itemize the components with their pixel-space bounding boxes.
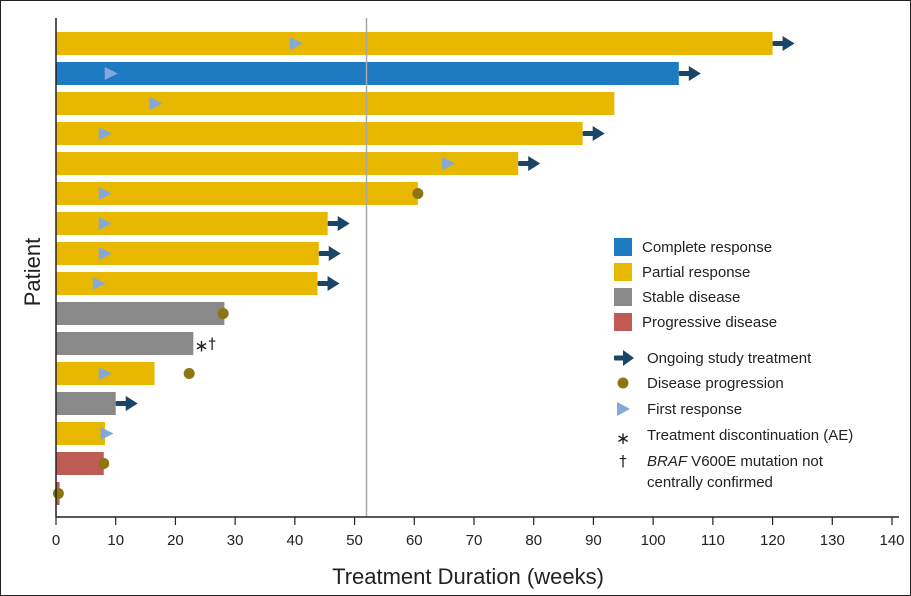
progression-marker (98, 458, 110, 469)
braf-gene-name: BRAF (647, 453, 688, 470)
progression-marker (183, 368, 195, 379)
x-tick-label: 70 (466, 532, 483, 549)
patient-bar (56, 32, 773, 55)
y-axis-title: Patient (20, 238, 45, 307)
patient-bar (56, 122, 583, 145)
legend-label-discontinuation: Treatment discontinuation (AE) (647, 427, 853, 444)
x-tick-label: 40 (287, 532, 304, 549)
legend-label-first-response: First response (647, 401, 742, 418)
legend-label-ongoing: Ongoing study treatment (647, 350, 812, 367)
x-tick-label: 130 (820, 532, 845, 549)
x-tick-label: 110 (701, 532, 725, 549)
x-tick-label: 30 (227, 532, 244, 549)
x-tick-label: 20 (167, 532, 184, 549)
ongoing-arrow-marker (317, 276, 340, 291)
x-tick-label: 60 (406, 532, 423, 549)
plot-area: ∗ † (52, 18, 795, 517)
ongoing-arrow-marker (327, 216, 350, 231)
ongoing-arrow-marker (318, 246, 341, 261)
first-response-triangle-icon (617, 402, 630, 416)
first-response-marker (442, 157, 456, 170)
ongoing-arrow-marker (582, 126, 605, 141)
progression-marker (217, 308, 229, 319)
patient-bar (56, 272, 318, 295)
first-response-marker (98, 127, 112, 140)
patient-bar (56, 242, 319, 265)
x-tick-label: 50 (346, 532, 363, 549)
dagger-icon: † (619, 452, 627, 470)
first-response-marker (100, 427, 114, 440)
progression-marker (412, 188, 424, 199)
ongoing-arrow-marker (678, 66, 701, 81)
patient-bar (56, 62, 679, 85)
legend-label-braf-line2: centrally confirmed (647, 474, 773, 491)
patient-bar (56, 392, 116, 415)
patient-bar (56, 152, 519, 175)
patient-bar (56, 452, 104, 475)
first-response-marker (149, 97, 163, 110)
first-response-marker (98, 367, 112, 380)
patient-bar (56, 182, 418, 205)
legend-label-braf: BRAF V600E mutation not (647, 453, 824, 470)
ongoing-arrow-marker (115, 396, 138, 411)
x-tick-label: 90 (585, 532, 602, 549)
progression-marker (52, 488, 64, 499)
patient-bar (56, 422, 105, 445)
first-response-marker (92, 277, 106, 290)
legend-label-complete: Complete response (642, 239, 772, 256)
x-tick-label: 80 (525, 532, 542, 549)
discontinuation-marker: ∗ (194, 337, 208, 357)
ongoing-arrow-marker (772, 36, 795, 51)
progression-dot-icon (617, 377, 629, 389)
patient-bar (56, 212, 328, 235)
legend-swatch-complete (614, 238, 632, 256)
legend: Complete response Partial response Stabl… (614, 238, 853, 491)
legend-label-progressive: Progressive disease (642, 314, 777, 331)
x-axis-title: Treatment Duration (weeks) (332, 564, 604, 589)
legend-swatch-stable (614, 288, 632, 306)
legend-swatch-progressive (614, 313, 632, 331)
first-response-marker (98, 247, 112, 260)
ongoing-arrow-marker (518, 156, 541, 171)
asterisk-icon: ∗ (616, 429, 630, 449)
first-response-marker (98, 187, 112, 200)
braf-unconfirmed-marker: † (208, 335, 216, 353)
legend-label-progression: Disease progression (647, 375, 784, 392)
x-tick-label: 0 (52, 532, 60, 549)
first-response-marker (289, 37, 303, 50)
legend-label-partial: Partial response (642, 264, 750, 281)
legend-swatch-partial (614, 263, 632, 281)
x-tick-label: 120 (760, 532, 785, 549)
x-tick-label: 10 (107, 532, 124, 549)
legend-label-stable: Stable disease (642, 289, 740, 306)
patient-bar (56, 332, 194, 355)
x-axis-ticks: 0 10 20 30 40 50 60 70 80 90 100 110 120 130 140 (52, 517, 905, 549)
x-tick-label: 100 (641, 532, 666, 549)
patient-bar (56, 302, 225, 325)
ongoing-arrow-icon (614, 350, 634, 366)
patient-bar (56, 92, 615, 115)
braf-mutation-text: V600E mutation not (687, 453, 824, 470)
first-response-marker (104, 67, 118, 80)
x-tick-label: 140 (879, 532, 904, 549)
first-response-marker (98, 217, 112, 230)
